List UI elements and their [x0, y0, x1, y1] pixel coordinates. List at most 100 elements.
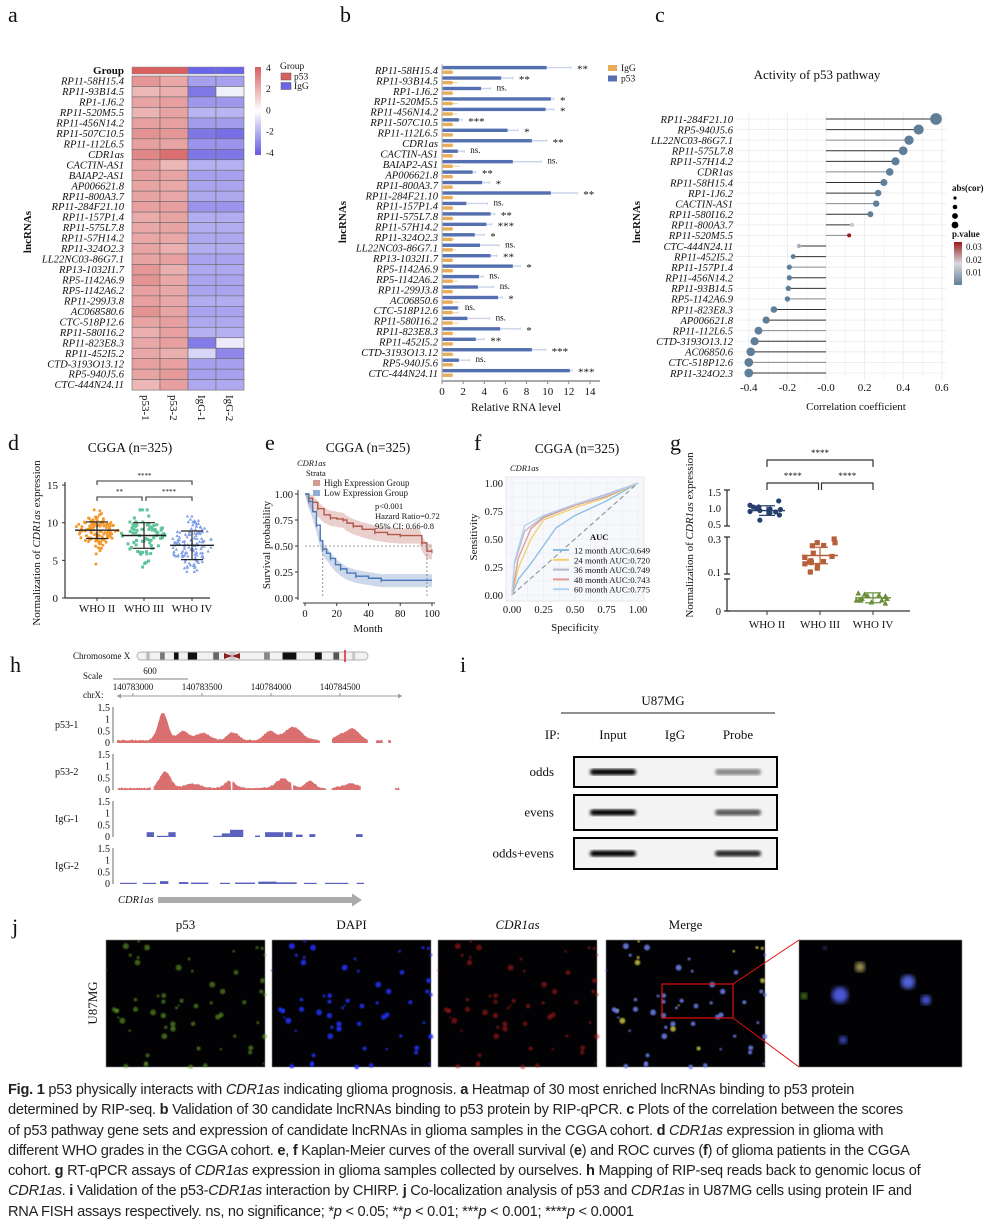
cell-signal [164, 1025, 168, 1030]
panel-j-fluorescence: j U87MG p53 DAPI CDR1as Merge [11, 914, 963, 1070]
caption-text: CDR1as [194, 1163, 249, 1180]
data-point [74, 525, 78, 529]
data-point [141, 520, 145, 524]
cell-signal [632, 1006, 639, 1012]
lollipop-dot [744, 368, 754, 378]
cell-signal [309, 1062, 315, 1067]
cell-signal [580, 1045, 586, 1051]
y-tick-label: 0 [716, 607, 721, 618]
cell-signal [509, 1004, 512, 1007]
data-point [175, 529, 179, 533]
caption-line: Fig. 1 p53 physically interacts with CDR… [8, 1080, 988, 1100]
cell-signal [283, 1016, 286, 1019]
track-tick-label: 0.5 [98, 867, 111, 878]
row-label: RP11-284F21.10 [51, 202, 125, 213]
bar-p53 [442, 243, 481, 247]
row-label: odds+evens [493, 846, 555, 861]
bar-p53 [442, 159, 513, 164]
heatmap-cell [215, 128, 245, 140]
row-label: CTC-518P12.6 [374, 306, 439, 317]
colorbar-tick: 0.01 [966, 268, 982, 278]
data-point [131, 523, 135, 527]
panel-label-f: f [474, 430, 482, 455]
row-label: RP11-456N14.2 [664, 274, 733, 285]
row-label: RP11-112L6.5 [376, 129, 438, 140]
track-tick-label: 1.5 [98, 844, 111, 855]
data-point [133, 524, 137, 528]
significance-label: * [560, 95, 566, 107]
caption-text: a [460, 1082, 469, 1098]
cell-signal [650, 1009, 657, 1016]
data-point [156, 531, 160, 535]
y-tick-label: 0.75 [485, 507, 503, 518]
legend-title: Strata [306, 468, 326, 478]
caption-text: CDR1as [669, 1122, 723, 1139]
heatmap-cell [131, 379, 161, 391]
bar-igg [442, 342, 453, 346]
data-point [192, 518, 197, 522]
data-point [140, 527, 144, 531]
heatmap-cell [187, 117, 217, 129]
data-point [876, 591, 882, 598]
x-tick-label: 0 [302, 609, 307, 620]
data-point [102, 524, 106, 528]
cell-signal [429, 953, 433, 957]
blot-band [590, 850, 636, 857]
significance-label: * [526, 325, 532, 337]
cell-signal [399, 970, 405, 975]
heatmap-cell [215, 75, 245, 87]
legend-label: p53 [294, 73, 309, 83]
data-point [105, 534, 109, 538]
data-point [194, 533, 198, 537]
y-tick-label: 1.0 [708, 504, 721, 515]
lollipop-dot [762, 316, 770, 324]
coverage-block [142, 882, 157, 884]
gene-label: CDR1as [510, 463, 540, 473]
coverage-signal [153, 770, 231, 790]
cell-signal [449, 1016, 452, 1019]
bar-igg [442, 216, 453, 221]
data-point [183, 539, 187, 543]
data-point [134, 543, 138, 547]
cell-signal [233, 1034, 237, 1038]
cell-signal [193, 1003, 199, 1009]
heatmap-cell [187, 107, 217, 119]
track-p53-2: 1.510.50 p53-2 [55, 750, 400, 796]
lollipop-dot [746, 347, 756, 357]
data-point [159, 528, 163, 532]
significance-label: *** [468, 116, 485, 128]
cell-signal [619, 1017, 626, 1024]
cell-signal [460, 953, 464, 957]
panel-label-e: e [265, 430, 275, 455]
data-point [182, 544, 187, 548]
data-point [147, 559, 151, 563]
row-label: RP13-1032I1.7 [58, 265, 125, 276]
heatmap-cell [187, 96, 217, 108]
row-label: RP5-1142A6.2 [375, 275, 439, 286]
panel-label-a: a [8, 2, 18, 27]
row-label: RP5-1142A6.9 [61, 276, 125, 287]
data-point [192, 536, 197, 540]
track-tick-label: 0.5 [98, 820, 111, 831]
row-label: AC068580.6 [70, 307, 125, 318]
heatmap-cell [215, 379, 245, 391]
coverage-block [284, 832, 293, 837]
y-tick-label: 0.00 [275, 594, 293, 605]
y-axis-label-part: expression [31, 460, 43, 510]
significance-label: ** [577, 64, 588, 76]
data-point [138, 550, 142, 554]
row-label: RP11-93B14.5 [375, 76, 438, 87]
data-point [183, 552, 187, 556]
cell-signal [476, 944, 482, 951]
heatmap-cell [159, 306, 189, 318]
data-point [814, 540, 820, 546]
heatmap-cell [215, 285, 245, 297]
row-label: RP11-58H15.4 [669, 178, 734, 189]
cell-signal [482, 1009, 489, 1016]
panel-label-b: b [340, 2, 351, 27]
lollipop-dot [898, 146, 908, 156]
coverage-block [156, 835, 169, 837]
cell-signal [123, 1063, 129, 1069]
caption-text: g [54, 1163, 64, 1180]
cell-signal [855, 962, 865, 972]
